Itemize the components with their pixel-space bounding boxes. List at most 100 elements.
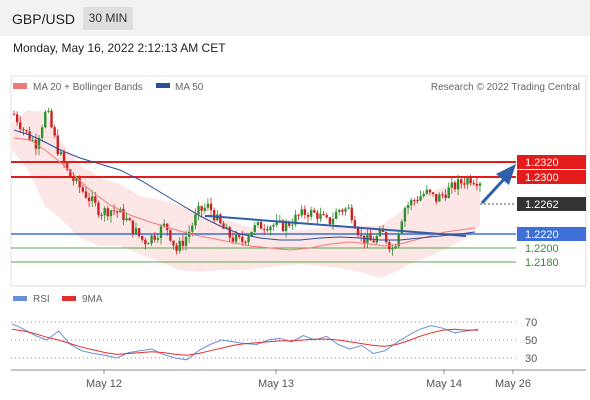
candle-body: [409, 200, 413, 206]
candle-body: [403, 208, 407, 222]
candle-body: [219, 214, 222, 224]
ma50-legend-swatch: [156, 83, 170, 88]
label-bg-1300: [517, 170, 586, 184]
candle-body: [141, 236, 144, 240]
candle-body: [425, 189, 429, 194]
candle-body: [422, 193, 425, 197]
candle-body: [288, 222, 291, 226]
candle-body: [284, 222, 288, 232]
candle-body: [325, 215, 328, 218]
candle-body: [319, 213, 322, 219]
candle-body: [191, 225, 194, 232]
candle-body: [253, 225, 257, 232]
candle-body: [84, 191, 88, 198]
rsi-ma-line: [11, 328, 478, 356]
level-label-1300: 1.2300: [525, 172, 559, 184]
candle-body: [78, 178, 81, 188]
candle-body: [184, 236, 188, 246]
x-label-may12: May 12: [86, 378, 122, 390]
candle-body: [156, 237, 160, 240]
ma20-legend-swatch: [13, 83, 27, 89]
candle-body: [203, 207, 206, 211]
header-bar: GBP/USD 30 MIN: [0, 0, 590, 36]
candle-body: [59, 152, 63, 155]
candle-body: [47, 110, 50, 112]
candle-body: [472, 183, 475, 185]
candle-body: [44, 111, 47, 128]
candle-body: [144, 239, 147, 245]
rsi-legend-swatch: [13, 296, 27, 301]
projection-arrowhead: [496, 164, 516, 185]
candle-body: [394, 246, 397, 249]
candle-body: [263, 228, 266, 230]
candle-body: [344, 208, 347, 212]
candle-body: [309, 210, 313, 217]
candle-body: [328, 217, 332, 225]
trendline: [207, 215, 467, 237]
rsi-tick-50: 50: [525, 335, 537, 347]
candle-body: [338, 209, 341, 212]
candle-body: [103, 208, 106, 216]
candle-body: [75, 178, 78, 181]
candle-body: [234, 234, 238, 242]
timeframe-badge[interactable]: 30 MIN: [83, 7, 133, 30]
candle-body: [460, 179, 463, 184]
candle-body: [450, 182, 454, 188]
candle-body: [65, 162, 69, 170]
candle-body: [19, 122, 22, 130]
candle-body: [109, 210, 113, 217]
candle-body: [369, 234, 372, 241]
candle-body: [256, 222, 260, 226]
candle-body: [197, 206, 200, 215]
level-label-1320: 1.2320: [525, 157, 559, 169]
candle-body: [225, 227, 228, 229]
candle-body: [112, 210, 116, 212]
candle-body: [281, 220, 285, 232]
candle-body: [331, 218, 335, 225]
candle-body: [178, 240, 181, 251]
candle-body: [438, 194, 441, 202]
candle-body: [478, 183, 482, 186]
candle-body: [244, 241, 247, 243]
candle-body: [200, 206, 203, 211]
ma50-legend-label: MA 50: [175, 82, 204, 93]
level-label-1262: 1.2262: [525, 199, 559, 211]
candle-body: [125, 218, 128, 221]
x-label-may26: May 26: [495, 378, 531, 390]
level-label-1180: 1.2180: [525, 257, 559, 269]
label-bg-1220: [517, 227, 586, 241]
candle-body: [322, 213, 325, 216]
candle-body: [456, 179, 460, 190]
rsi-tick-70: 70: [525, 317, 537, 329]
candle-body: [175, 245, 178, 251]
candle-body: [441, 194, 444, 196]
candle-body: [435, 193, 438, 202]
candle-body: [212, 210, 216, 221]
candle-body: [69, 169, 72, 177]
x-label-may14: May 14: [426, 378, 462, 390]
candle-body: [303, 209, 307, 215]
candle-body: [291, 224, 294, 226]
candle-body: [347, 207, 350, 209]
candle-body: [372, 240, 375, 243]
candle-body: [444, 194, 447, 198]
level-label-1220: 1.2220: [525, 229, 559, 241]
candle-body: [228, 227, 231, 238]
candle-body: [356, 228, 360, 236]
ma9-legend-label: 9MA: [82, 294, 103, 305]
ma20-legend-label: MA 20 + Bollinger Bands: [33, 82, 143, 93]
candle-body: [147, 243, 150, 245]
candle-body: [53, 127, 56, 136]
candle-body: [128, 218, 131, 221]
candle-body: [350, 207, 353, 221]
candle-body: [378, 229, 382, 237]
candle-body: [15, 114, 19, 123]
candle-body: [162, 223, 166, 227]
candle-body: [134, 228, 138, 234]
candle-body: [153, 235, 156, 240]
ma20-line: [13, 137, 476, 251]
candle-body: [419, 196, 422, 201]
candle-body: [247, 236, 250, 243]
label-bg-1262: [517, 197, 586, 211]
